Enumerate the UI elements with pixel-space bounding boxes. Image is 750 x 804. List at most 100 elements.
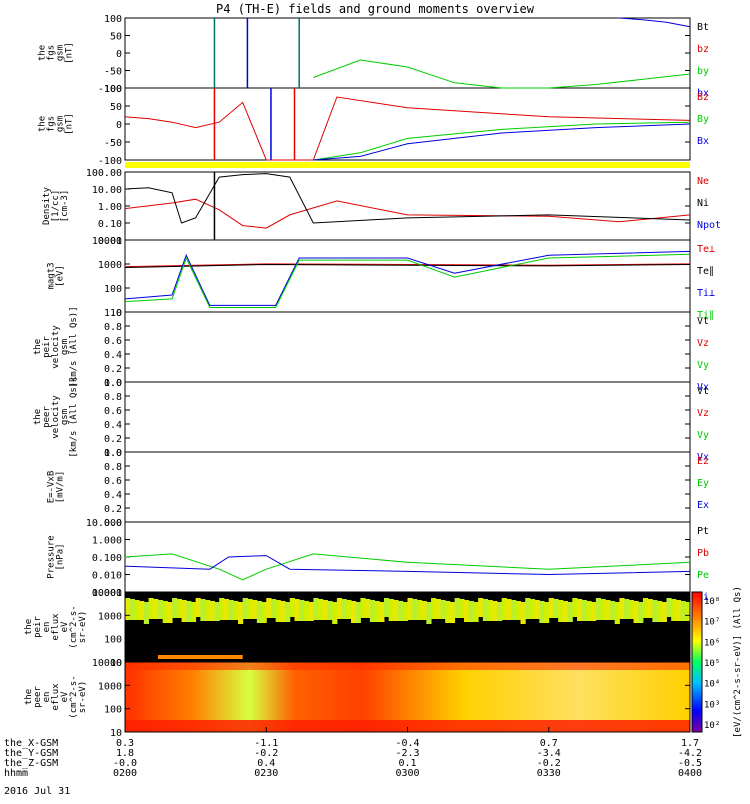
spectrogram-peir-cell: [586, 601, 592, 621]
y-axis-label: [1/cc]: [51, 190, 61, 223]
series-fgs2-Bz: [124, 96, 691, 161]
spectrogram-peir-cell: [666, 598, 672, 617]
spectrogram-peir-cell: [619, 598, 625, 619]
spectrogram-peir-cell: [454, 598, 460, 618]
spectrogram-peir-cell: [299, 600, 305, 621]
y-axis-label: the: [33, 409, 43, 425]
spectrogram-peir-cell: [572, 598, 578, 617]
spectrogram-peir-cell: [548, 598, 554, 618]
spectrogram-peir-cell: [440, 600, 446, 619]
spectrogram-peir-cell: [402, 602, 408, 621]
spectrogram-peir-cell: [464, 600, 470, 622]
spectrogram-peir-cell: [487, 600, 493, 621]
spectrogram-peir-cell: [134, 600, 140, 620]
spectrogram-peir-cell: [379, 602, 385, 622]
series-pressure-Pe: [124, 553, 691, 581]
y-axis-label: eV: [60, 691, 70, 702]
panel-vpeer: 1.0 0.8 0.6 0.4 0.2 0.0 the peer velocity gsm [km/…: [33, 376, 709, 463]
legend-Ez: Ez: [697, 456, 709, 467]
legend-Ex: Ex: [697, 500, 709, 511]
y-tick-label: 10: [110, 728, 122, 739]
spectrogram-peir-cell: [219, 598, 225, 620]
y-tick-label: -100: [98, 84, 122, 95]
y-axis-label: the: [38, 116, 48, 132]
y-tick-label: 0.8: [104, 392, 122, 403]
spectrogram-peir-cell: [652, 600, 658, 622]
spectrogram-peir-cell: [431, 598, 437, 619]
spectrogram-peir-cell: [327, 601, 333, 620]
legend-Vt: Vt: [697, 386, 709, 397]
spectrogram-peir-cell: [529, 599, 536, 619]
y-tick-label: 1.00: [98, 202, 122, 213]
spectrogram-peir-cell: [280, 601, 286, 622]
legend-By: By: [697, 114, 709, 125]
spectrogram-peir-cell: [511, 600, 517, 620]
spectrogram-peir-cell: [148, 598, 154, 619]
y-tick-label: 0.6: [104, 406, 122, 417]
x-annotation-value: -3.4: [537, 748, 561, 759]
series-fgs-by: [313, 59, 691, 89]
panel-frame: [124, 521, 691, 593]
spectrogram-peir-cell: [172, 598, 178, 618]
spectrogram-peir-cell: [449, 602, 456, 623]
spectrogram-peir-cell: [332, 602, 338, 624]
status-bar-yellow: [125, 162, 690, 168]
panel-vpeir: 1.0 0.8 0.6 0.4 0.2 0.0 the peir velocity gsm [km/…: [33, 306, 709, 393]
spectrogram-peir-cell: [553, 599, 559, 618]
legend-Npot: Npot: [697, 220, 721, 231]
spectrogram-peir-cell: [515, 601, 521, 620]
spectrogram-peir-cell: [270, 599, 277, 618]
y-axis-label: [cm-3]: [60, 190, 70, 223]
x-annotation-value: -0.4: [395, 738, 419, 749]
y-tick-label: 0.01: [98, 236, 122, 247]
y-axis-label: [nT]: [65, 42, 75, 64]
spectrogram-peir-cell: [195, 598, 201, 617]
spectrogram-peir-cell: [238, 602, 244, 624]
y-tick-label: 1.0: [104, 308, 122, 319]
panel-density: 100.00 10.00 1.00 0.10 0.01 Density [1/cc] [cm-…: [42, 168, 721, 247]
spectrogram-peir-cell: [445, 601, 451, 623]
y-tick-label: 10.00: [92, 185, 122, 196]
spectrogram-peir-cell: [539, 601, 545, 623]
spectrogram-peir-cell: [303, 601, 310, 621]
y-tick-label: 0.6: [104, 336, 122, 347]
y-tick-label: 10000: [92, 236, 122, 247]
y-axis-label: [eV]: [56, 265, 66, 287]
spectrogram-peir-cell: [675, 600, 682, 621]
y-tick-label: 1000: [98, 260, 122, 271]
spectrogram-peir-cell: [162, 601, 168, 623]
legend-Te⊥: Te⊥: [697, 244, 715, 255]
x-annotation-value: 0.4: [257, 758, 275, 769]
x-annotation-value: -0.0: [113, 758, 137, 769]
series-fgs-bx: [619, 17, 691, 28]
y-tick-label: 50: [110, 32, 122, 43]
y-axis-label: [nT]: [65, 113, 75, 135]
y-axis-label: en: [42, 692, 52, 703]
x-annotation-value: 1.7: [681, 738, 699, 749]
spectrogram-peir-cell: [595, 598, 602, 620]
legend-Te∥: Te∥: [697, 266, 714, 277]
panel-peer: 10000 1000 100 10 the peer en eflux eV (cm^2-s-sr…: [24, 658, 691, 739]
spectrogram-peir-cell: [534, 600, 540, 619]
y-axis-label: peir: [33, 616, 43, 638]
spectrogram-peir-cell: [322, 600, 328, 620]
spectrogram-peir-cell: [369, 600, 376, 622]
legend-Bx: Bx: [697, 136, 709, 147]
colorbar-tick-label: 10³: [704, 700, 720, 710]
y-tick-label: 100: [104, 14, 122, 25]
spectrogram-peir-cell: [214, 602, 220, 621]
spectrogram-peir-cell: [256, 601, 263, 623]
spectrogram-peir-cell: [435, 599, 441, 619]
spectrogram-peir-cell: [190, 602, 197, 622]
spectrogram-peir-cell: [223, 599, 230, 620]
y-tick-label: 0: [116, 49, 122, 60]
y-axis-label: [km/s (All Qs)]: [69, 376, 79, 457]
legend-Pb: Pb: [697, 548, 709, 559]
y-tick-label: 100: [104, 635, 122, 646]
y-tick-label: 1000: [98, 681, 122, 692]
y-axis-label: the: [33, 339, 43, 355]
spectrogram-peir-cell: [205, 600, 211, 621]
spectrogram-peir-cell: [657, 601, 663, 622]
panel-frame: [124, 381, 691, 453]
panel-fgs2: 100 50 0 -50 -100 the fgs gsm [nT] Bz By Bx: [38, 84, 710, 167]
